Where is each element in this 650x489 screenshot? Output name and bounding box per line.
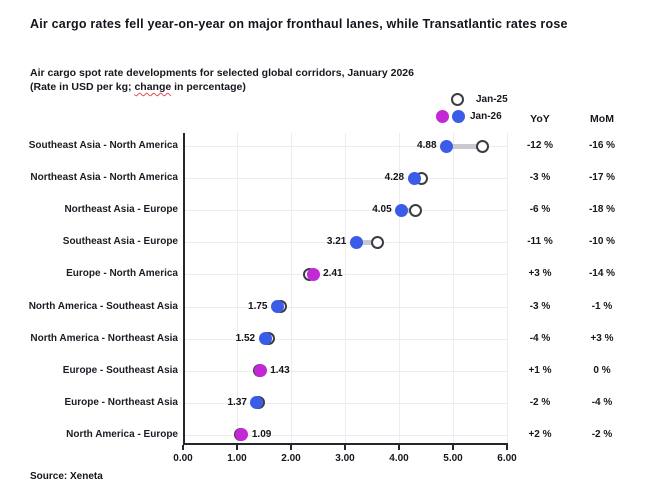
row-label: Europe - Southeast Asia <box>62 364 178 376</box>
row-label: North America - Northeast Asia <box>30 332 178 344</box>
x-axis-line <box>183 443 508 445</box>
jan26-dot <box>407 171 421 185</box>
yoy-value: +2 % <box>528 428 552 440</box>
mom-value: 0 % <box>593 364 611 376</box>
row-label: North America - Southeast Asia <box>28 300 178 312</box>
mom-value: -14 % <box>588 268 616 280</box>
rate-value-label: 3.21 <box>326 236 347 248</box>
rate-value-label: 4.88 <box>417 140 437 151</box>
jan26-blue-dot-icon <box>452 110 465 123</box>
rate-value-label: 1.52 <box>235 332 256 344</box>
jan26-dot <box>349 235 363 249</box>
gridline-vertical <box>345 133 346 443</box>
yoy-value: -12 % <box>526 140 554 151</box>
connector-bar <box>356 239 378 245</box>
source-note: Source: Xeneta <box>30 471 103 482</box>
jan25-dot <box>476 139 490 153</box>
row-label: Southeast Asia - North America <box>28 140 178 151</box>
mom-value: -2 % <box>591 428 613 440</box>
mom-value: +3 % <box>590 332 614 344</box>
rate-value-label: 1.43 <box>270 364 290 376</box>
jan26-dot <box>306 267 320 281</box>
x-axis-tick <box>290 445 292 450</box>
yoy-value: +3 % <box>528 268 552 280</box>
x-axis-tick-label: 2.00 <box>281 453 301 464</box>
x-axis-tick <box>344 445 346 450</box>
rate-value-label: 4.28 <box>384 172 405 184</box>
legend-jan25-label: Jan-25 <box>476 94 508 105</box>
x-axis-tick-label: 0.00 <box>173 453 193 464</box>
x-axis-tick <box>398 445 400 450</box>
jan25-dot <box>371 235 385 249</box>
yoy-value: -11 % <box>527 236 553 248</box>
legend-item-jan26: Jan-26 <box>436 110 520 124</box>
rate-value-label: 1.75 <box>248 300 268 312</box>
rate-value-label: 2.41 <box>323 268 343 280</box>
yoy-value: -3 % <box>529 172 551 184</box>
row-label: Europe - Northeast Asia <box>64 396 178 408</box>
x-axis-tick <box>236 445 238 450</box>
row-label: Europe - North America <box>66 268 178 280</box>
row-label: Southeast Asia - Europe <box>62 236 178 248</box>
jan26-dot <box>258 332 272 346</box>
chart-note: (Rate in USD per kg; change in percentag… <box>30 81 500 93</box>
jan26-magenta-dot-icon <box>436 110 449 123</box>
gridline-vertical <box>453 133 454 443</box>
x-axis-tick-label: 6.00 <box>497 453 517 464</box>
gridline-vertical <box>399 133 400 443</box>
x-axis-tick-label: 5.00 <box>443 453 463 464</box>
plot-area: 0.00 1.00 2.00 3.00 4.00 5.00 6.00 4.88 4.28 4.05… <box>173 133 517 464</box>
x-axis-tick-label: 1.00 <box>227 453 247 464</box>
rate-value-label: 4.05 <box>372 204 392 216</box>
chart-note-prefix: (Rate in USD per kg; <box>30 81 135 93</box>
connector-bar <box>446 143 483 149</box>
jan26-dot <box>250 396 264 410</box>
page-title: Air cargo rates fell year-on-year on maj… <box>30 17 568 31</box>
jan26-dot <box>253 364 267 378</box>
row-label: Northeast Asia - North America <box>30 172 178 184</box>
yoy-value: +1 % <box>528 364 552 376</box>
row-label: North America - Europe <box>66 428 178 440</box>
mom-value: -10 % <box>588 236 616 248</box>
chart-subtitle: Air cargo spot rate developments for sel… <box>30 67 414 79</box>
mom-value: -1 % <box>591 300 613 312</box>
chart-note-misspelled-word: change <box>134 81 172 93</box>
rate-value-label: 1.37 <box>227 396 247 408</box>
jan26-dot <box>271 300 284 314</box>
jan26-dot <box>235 428 249 442</box>
x-axis-tick <box>452 445 454 450</box>
gridline-vertical <box>291 133 292 443</box>
legend-jan26-label: Jan-26 <box>470 111 502 122</box>
yoy-value: -4 % <box>529 332 551 344</box>
column-header-yoy: YoY <box>530 113 550 125</box>
chart-note-suffix: in percentage) <box>171 81 246 93</box>
column-header-mom: MoM <box>590 113 614 125</box>
legend-item-jan25: Jan-25 <box>450 93 520 107</box>
y-axis-line <box>183 133 185 445</box>
gridline-vertical <box>237 133 238 443</box>
yoy-value: -2 % <box>529 396 551 408</box>
x-axis-tick-label: 3.00 <box>335 453 355 464</box>
x-axis-tick-label: 4.00 <box>389 453 409 464</box>
jan26-dot <box>440 139 454 153</box>
mom-value: -18 % <box>588 204 616 216</box>
jan25-legend-circle-icon <box>451 93 464 106</box>
rate-value-label: 1.09 <box>251 428 272 440</box>
mom-value: -16 % <box>588 140 616 151</box>
jan25-dot <box>409 203 423 217</box>
mom-value: -4 % <box>591 396 613 408</box>
connector-bar <box>401 207 416 213</box>
mom-value: -17 % <box>588 172 616 184</box>
yoy-value: -6 % <box>529 204 551 216</box>
x-axis-tick <box>506 445 508 450</box>
x-axis-tick <box>182 445 184 450</box>
yoy-value: -3 % <box>529 300 551 312</box>
jan26-dot <box>395 203 409 217</box>
gridline-vertical <box>507 133 508 443</box>
row-label: Northeast Asia - Europe <box>64 204 178 216</box>
